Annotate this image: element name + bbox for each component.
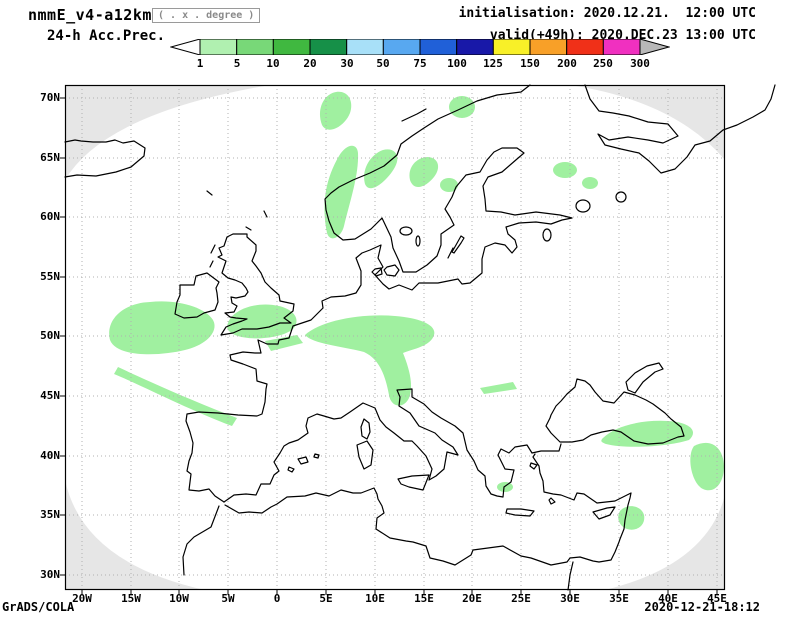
europe-map — [60, 84, 776, 595]
colorbar-tick-label: 300 — [630, 57, 650, 70]
colorbar-segment — [199, 39, 238, 55]
lon-axis-label: 5W — [221, 592, 235, 605]
colorbar — [170, 39, 670, 55]
creation-timestamp: 2020-12-21-18:12 — [644, 600, 760, 614]
lat-axis-label: 60N — [40, 210, 60, 223]
plot-frame — [64, 84, 726, 591]
lon-axis-label: 40E — [658, 592, 678, 605]
colorbar-tick-label: 75 — [413, 57, 427, 70]
colorbar-segment — [602, 39, 641, 55]
colorbar-tick-label: 10 — [266, 57, 280, 70]
lon-axis-label: 20E — [462, 592, 482, 605]
lon-axis-label: 10W — [169, 592, 189, 605]
colorbar-tick-label: 5 — [233, 57, 241, 70]
colorbar-tick-label: 125 — [483, 57, 503, 70]
colorbar-tick-label: 20 — [303, 57, 317, 70]
grid-lines — [65, 85, 725, 590]
initialisation-time: initialisation: 2020.12.21. 12:00 UTC — [458, 6, 756, 21]
lat-axis-label: 50N — [40, 329, 60, 342]
lon-axis-label: 5E — [319, 592, 333, 605]
lon-axis-label: 20W — [72, 592, 92, 605]
colorbar-labels: 1 5 10 20 30 50 75 100 125 150 200 250 3… — [170, 57, 670, 71]
colorbar-segment — [382, 39, 421, 55]
colorbar-over-arrow — [639, 39, 670, 55]
lon-axis-label: 15E — [414, 592, 434, 605]
colorbar-segment — [529, 39, 568, 55]
colorbar-tick-label: 150 — [520, 57, 540, 70]
colorbar-under-arrow — [170, 39, 201, 55]
colorbar-svg — [170, 39, 670, 55]
coastlines — [64, 84, 776, 591]
colorbar-tick-label: 1 — [196, 57, 204, 70]
map-plot-area — [60, 84, 776, 595]
colorbar-segment — [456, 39, 494, 55]
lon-axis-label: 0 — [273, 592, 281, 605]
lat-axis-label: 65N — [40, 151, 60, 164]
lat-axis-label: 40N — [40, 449, 60, 462]
lat-axis-label: 30N — [40, 568, 60, 581]
lat-axis-label: 35N — [40, 508, 60, 521]
lon-axis-label: 35E — [609, 592, 629, 605]
colorbar-segment — [566, 39, 604, 55]
lon-axis-label: 10E — [365, 592, 385, 605]
lat-axis-label: 55N — [40, 270, 60, 283]
lon-axis-label: 25E — [511, 592, 531, 605]
colorbar-tick-label: 100 — [447, 57, 467, 70]
resolution-note: ( . x . degree ) — [152, 8, 261, 23]
lon-axis-label: 45E — [707, 592, 727, 605]
grads-credit: GrADS/COLA — [2, 600, 75, 614]
colorbar-tick-label: 50 — [376, 57, 390, 70]
lat-axis-label: 70N — [40, 91, 60, 104]
out-of-domain-region — [65, 85, 725, 590]
colorbar-segment — [236, 39, 274, 55]
lat-axis-label: 45N — [40, 389, 60, 402]
colorbar-segment — [272, 39, 311, 55]
colorbar-segment — [309, 39, 348, 55]
colorbar-segment — [346, 39, 384, 55]
precipitation-shading — [109, 91, 724, 530]
lon-axis-label: 30E — [560, 592, 580, 605]
colorbar-tick-label: 200 — [557, 57, 577, 70]
lon-axis-label: 15W — [121, 592, 141, 605]
model-name: nmmE_v4-a12km — [28, 6, 152, 24]
product-label: 24-h Acc.Prec. — [47, 28, 166, 44]
colorbar-segment — [492, 39, 531, 55]
colorbar-segment — [419, 39, 458, 55]
colorbar-tick-label: 30 — [340, 57, 354, 70]
colorbar-tick-label: 250 — [593, 57, 613, 70]
axis-ticks — [60, 97, 718, 595]
